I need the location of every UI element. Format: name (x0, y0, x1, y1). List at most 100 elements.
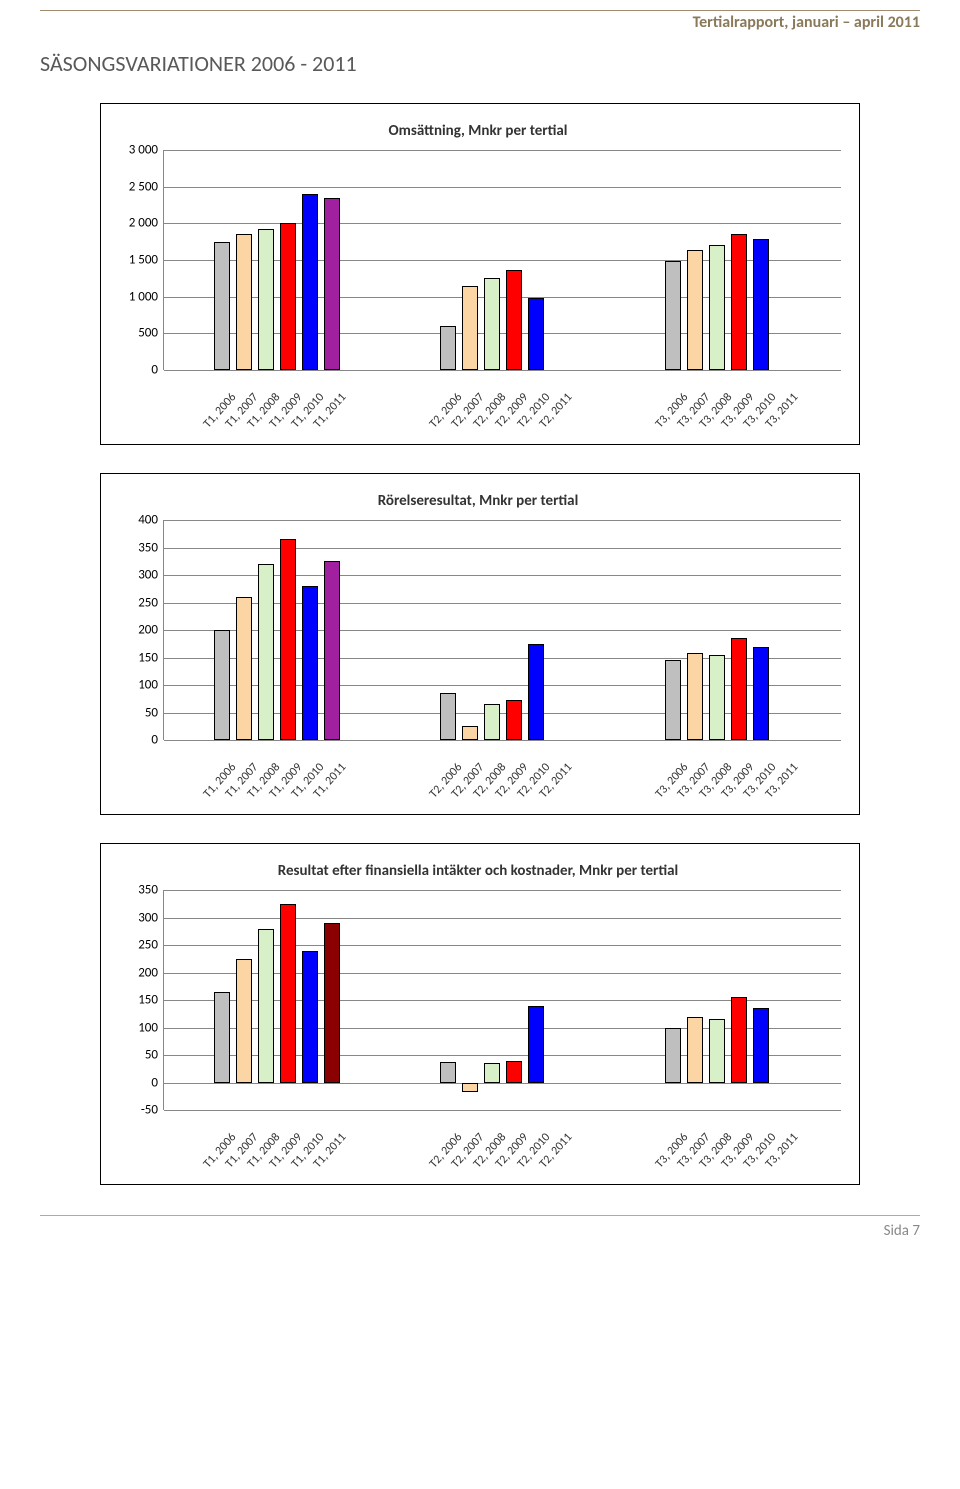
ytick-label: 50 (145, 1048, 158, 1063)
gridline (164, 740, 841, 741)
bar (528, 1006, 544, 1083)
bar (324, 198, 340, 370)
bar (665, 660, 681, 740)
chart2-plot: 050100150200250300350400 (163, 520, 841, 740)
chart-resultat-finansiella: Resultat efter finansiella intäkter och … (100, 843, 860, 1185)
bar (484, 704, 500, 740)
bar (709, 245, 725, 370)
bar (484, 278, 500, 370)
bar (687, 653, 703, 740)
bar-group (390, 520, 616, 740)
bar (753, 647, 769, 741)
bar (528, 644, 544, 740)
bar-group (164, 890, 390, 1110)
bar (324, 923, 340, 1083)
bar (258, 229, 274, 370)
bar (484, 1063, 500, 1082)
bar (731, 997, 747, 1082)
chart-omsattning: Omsättning, Mnkr per tertial 05001 0001 … (100, 103, 860, 445)
bar-group (615, 890, 841, 1110)
bar (302, 951, 318, 1083)
chart-rorelseresultat: Rörelseresultat, Mnkr per tertial 050100… (100, 473, 860, 815)
chart3-xlabels: T1, 2006T1, 2007T1, 2008T1, 2009T1, 2010… (163, 1110, 841, 1174)
xlabel-group: T2, 2006T2, 2007T2, 2008T2, 2009T2, 2010… (389, 370, 615, 434)
xlabel-group: T2, 2006T2, 2007T2, 2008T2, 2009T2, 2010… (389, 1110, 615, 1174)
ytick-label: 1 500 (129, 253, 158, 268)
ytick-label: 50 (145, 705, 158, 720)
gridline (164, 370, 841, 371)
bar (258, 929, 274, 1083)
bar (506, 700, 522, 740)
ytick-label: 350 (138, 540, 158, 555)
chart2-xlabels: T1, 2006T1, 2007T1, 2008T1, 2009T1, 2010… (163, 740, 841, 804)
ytick-label: 0 (151, 733, 158, 748)
bar (709, 655, 725, 740)
ytick-label: 1 000 (129, 289, 158, 304)
xlabel-group: T3, 2006T3, 2007T3, 2008T3, 2009T3, 2010… (615, 1110, 841, 1174)
bar (506, 270, 522, 370)
bar (665, 261, 681, 370)
ytick-label: 100 (138, 1020, 158, 1035)
bar (528, 298, 544, 370)
chart3-title: Resultat efter finansiella intäkter och … (115, 854, 841, 890)
bar (753, 239, 769, 370)
ytick-label: 3 000 (129, 143, 158, 158)
bar (753, 1008, 769, 1082)
bar-group (615, 150, 841, 370)
ytick-label: 150 (138, 650, 158, 665)
bar (214, 992, 230, 1083)
ytick-label: 300 (138, 910, 158, 925)
ytick-label: 300 (138, 568, 158, 583)
ytick-label: 100 (138, 678, 158, 693)
ytick-label: 2 500 (129, 179, 158, 194)
ytick-label: 200 (138, 623, 158, 638)
bar (280, 904, 296, 1083)
ytick-label: -50 (141, 1103, 158, 1118)
bar (214, 630, 230, 740)
bar (280, 539, 296, 740)
bar (462, 1083, 478, 1093)
bar (440, 326, 456, 370)
page-footer: Sida 7 (0, 1222, 960, 1250)
xlabel-group: T3, 2006T3, 2007T3, 2008T3, 2009T3, 2010… (615, 370, 841, 434)
chart3-plot: -50050100150200250300350 (163, 890, 841, 1110)
bar (440, 693, 456, 740)
ytick-label: 400 (138, 513, 158, 528)
xlabel-group: T1, 2006T1, 2007T1, 2008T1, 2009T1, 2010… (163, 1110, 389, 1174)
bar (280, 223, 296, 370)
bar (214, 242, 230, 370)
ytick-label: 0 (151, 363, 158, 378)
ytick-label: 500 (138, 326, 158, 341)
gridline (164, 1110, 841, 1111)
bar (665, 1028, 681, 1083)
bar-group (164, 150, 390, 370)
bar (462, 726, 478, 740)
chart1-title: Omsättning, Mnkr per tertial (115, 114, 841, 150)
bar (687, 250, 703, 370)
bar-group (164, 520, 390, 740)
chart1-xlabels: T1, 2006T1, 2007T1, 2008T1, 2009T1, 2010… (163, 370, 841, 434)
ytick-label: 200 (138, 965, 158, 980)
ytick-label: 2 000 (129, 216, 158, 231)
bar (236, 597, 252, 740)
bar (302, 194, 318, 370)
xlabel-group: T3, 2006T3, 2007T3, 2008T3, 2009T3, 2010… (615, 740, 841, 804)
ytick-label: 0 (151, 1075, 158, 1090)
bar (462, 286, 478, 370)
bar-group (390, 890, 616, 1110)
bar (236, 234, 252, 370)
xlabel-group: T2, 2006T2, 2007T2, 2008T2, 2009T2, 2010… (389, 740, 615, 804)
ytick-label: 350 (138, 883, 158, 898)
chart1-plot: 05001 0001 5002 0002 5003 000 (163, 150, 841, 370)
chart2-title: Rörelseresultat, Mnkr per tertial (115, 484, 841, 520)
bar (731, 638, 747, 740)
ytick-label: 150 (138, 993, 158, 1008)
bar (506, 1061, 522, 1083)
page-header: Tertialrapport, januari – april 2011 (0, 13, 960, 50)
bar (709, 1019, 725, 1082)
bar (258, 564, 274, 740)
xlabel-group: T1, 2006T1, 2007T1, 2008T1, 2009T1, 2010… (163, 740, 389, 804)
bar (731, 234, 747, 370)
page-title: SÄSONGSVARIATIONER 2006 - 2011 (0, 50, 960, 103)
ytick-label: 250 (138, 938, 158, 953)
